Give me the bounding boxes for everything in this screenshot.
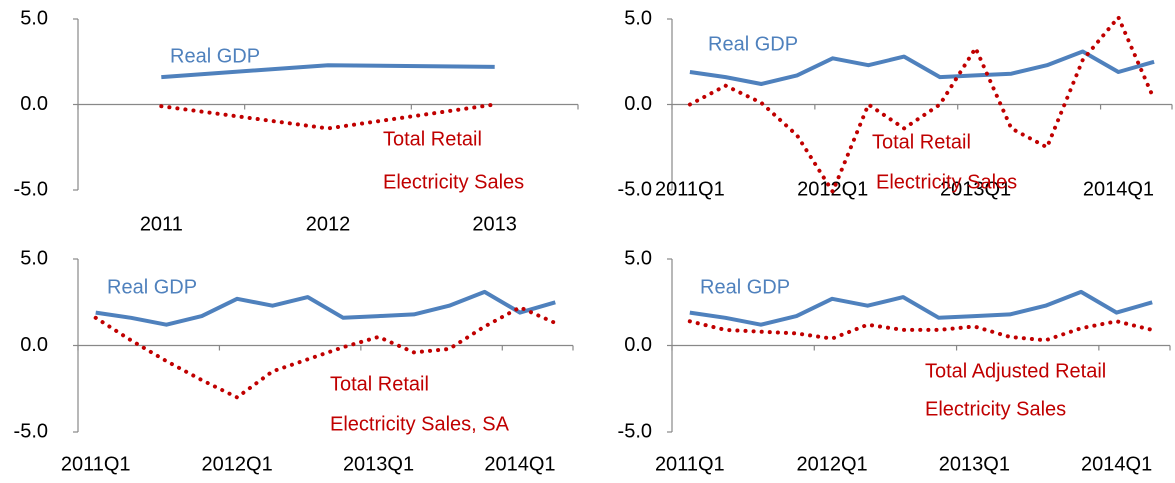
series-label: Total Retail xyxy=(383,128,482,150)
x-tick-label: 2013 xyxy=(472,213,517,235)
series-line xyxy=(161,63,495,80)
x-tick-label: 2014Q1 xyxy=(1081,453,1152,475)
x-tick-label: 2014Q1 xyxy=(484,453,555,475)
y-tick-label: 0.0 xyxy=(20,93,48,115)
series-label: Electricity Sales xyxy=(876,171,1017,193)
series-line xyxy=(689,289,1153,327)
x-tick-label: 2011Q1 xyxy=(655,178,725,200)
series-label: Electricity Sales xyxy=(925,398,1066,420)
y-tick-label: 0.0 xyxy=(20,334,48,356)
series-line xyxy=(93,305,558,400)
x-tick-label: 2012Q1 xyxy=(202,453,273,475)
y-tick-label: -5.0 xyxy=(618,420,652,442)
x-tick-label: 2013Q1 xyxy=(940,178,1011,200)
series-label: Real GDP xyxy=(708,33,798,55)
series-line xyxy=(687,15,1157,194)
y-tick-label: 0.0 xyxy=(624,93,652,115)
x-tick-label: 2012Q1 xyxy=(796,453,867,475)
x-tick-label: 2013Q1 xyxy=(343,453,414,475)
x-tick-label: 2014Q1 xyxy=(1083,178,1154,200)
y-tick-label: 0.0 xyxy=(624,334,652,356)
series-line xyxy=(95,289,556,327)
y-tick-label: 5.0 xyxy=(20,247,48,269)
series-label: Total Adjusted Retail xyxy=(925,360,1106,382)
series-label: Real GDP xyxy=(170,45,260,67)
series-label: Real GDP xyxy=(700,276,790,298)
x-tick-label: 2011Q1 xyxy=(61,453,131,475)
series-line xyxy=(687,319,1155,343)
x-tick-label: 2011 xyxy=(140,213,183,235)
y-tick-label: -5.0 xyxy=(14,420,48,442)
x-tick-label: 2013Q1 xyxy=(939,453,1010,475)
y-tick-label: 5.0 xyxy=(624,247,652,269)
series-label: Electricity Sales, SA xyxy=(330,413,510,435)
series-line xyxy=(159,102,497,131)
series-label: Total Retail xyxy=(330,373,429,395)
x-tick-label: 2012 xyxy=(306,213,351,235)
series-line xyxy=(689,49,1155,86)
series-label: Total Retail xyxy=(872,131,971,153)
y-tick-label: -5.0 xyxy=(14,178,48,200)
series-label: Real GDP xyxy=(107,276,197,298)
y-tick-label: 5.0 xyxy=(624,7,652,29)
y-tick-label: 5.0 xyxy=(20,7,48,29)
y-tick-label: -5.0 xyxy=(618,178,652,200)
series-label: Electricity Sales xyxy=(383,171,524,193)
x-tick-label: 2011Q1 xyxy=(655,453,725,475)
